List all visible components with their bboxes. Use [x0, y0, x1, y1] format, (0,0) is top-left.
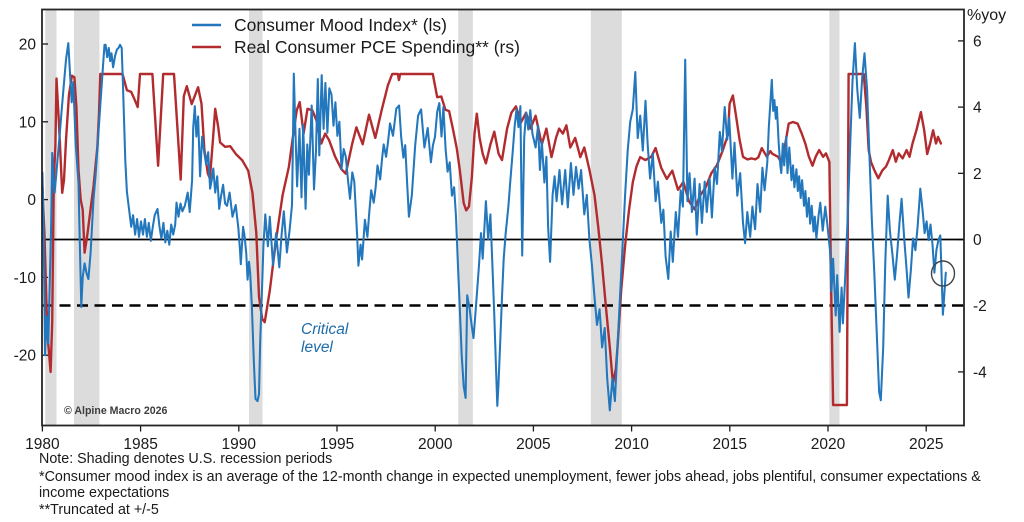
svg-text:2000: 2000 [418, 436, 453, 453]
svg-text:Critical: Critical [301, 321, 349, 338]
svg-text:-4: -4 [973, 364, 987, 381]
svg-text:6: 6 [973, 33, 982, 50]
svg-text:0: 0 [27, 192, 36, 209]
svg-text:2: 2 [973, 166, 982, 183]
svg-text:© Alpine Macro 2026: © Alpine Macro 2026 [64, 405, 167, 417]
svg-text:0: 0 [973, 232, 982, 249]
svg-text:-2: -2 [973, 298, 987, 315]
svg-text:Consumer Mood Index* (ls): Consumer Mood Index* (ls) [234, 15, 447, 35]
svg-text:1990: 1990 [222, 436, 257, 453]
svg-text:20: 20 [19, 37, 37, 54]
svg-text:1985: 1985 [123, 436, 157, 453]
svg-text:Real Consumer PCE Spending** (: Real Consumer PCE Spending** (rs) [234, 37, 520, 57]
svg-text:*Consumer mood index is an ave: *Consumer mood index is an average of th… [39, 469, 981, 485]
svg-text:level: level [301, 339, 333, 356]
svg-text:10: 10 [19, 114, 37, 131]
svg-text:2010: 2010 [614, 436, 649, 453]
svg-text:1995: 1995 [320, 436, 354, 453]
svg-text:Note: Shading denotes U.S. rec: Note: Shading denotes U.S. recession per… [39, 451, 332, 467]
svg-text:2005: 2005 [516, 436, 550, 453]
svg-text:**Truncated at +/-5: **Truncated at +/-5 [39, 502, 159, 518]
svg-text:-10: -10 [14, 270, 37, 287]
svg-text:4: 4 [973, 100, 982, 117]
svg-text:income expectations: income expectations [39, 485, 169, 501]
svg-text:2020: 2020 [811, 436, 846, 453]
svg-text:-20: -20 [14, 348, 37, 365]
svg-text:%yoy: %yoy [967, 7, 1006, 24]
svg-text:1980: 1980 [25, 436, 60, 453]
svg-text:2025: 2025 [909, 436, 943, 453]
svg-text:2015: 2015 [713, 436, 747, 453]
